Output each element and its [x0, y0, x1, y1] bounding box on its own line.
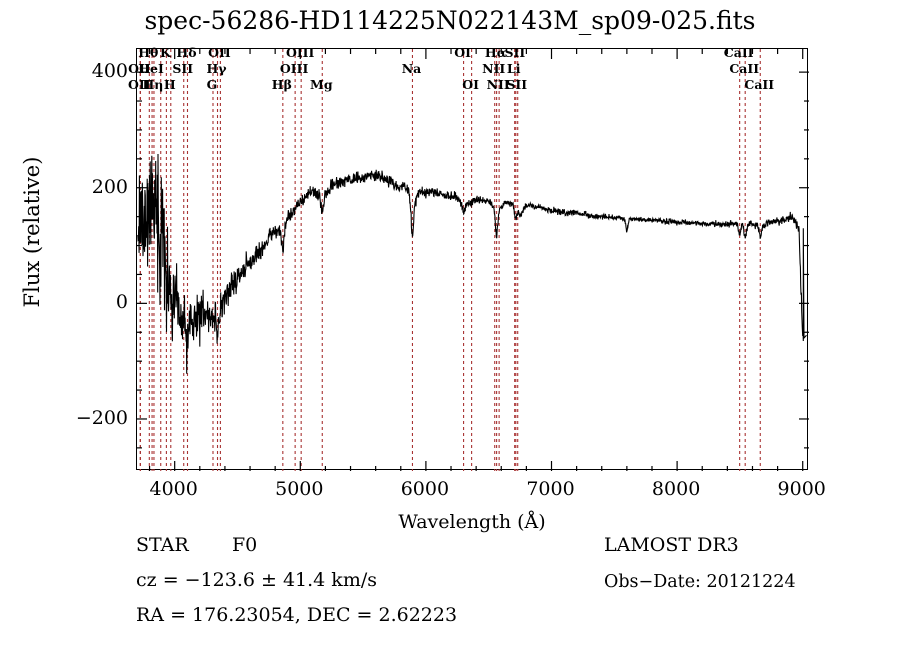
line-label-OII-3727: OII: [128, 61, 151, 76]
line-label-H-4861: Hβ: [271, 77, 292, 92]
line-label-SII-6716: SII: [504, 45, 526, 60]
line-label-OII-4364: OII: [208, 45, 231, 60]
line-label-OIII-4959: OIII: [279, 61, 309, 76]
plot-frame: [136, 48, 809, 471]
line-label-OI-6364: OI: [462, 77, 479, 92]
y-tick-label-400: 400: [91, 60, 128, 83]
spectral-line-markers: [139, 49, 761, 471]
line-label-OIII-5007: OIII: [285, 45, 315, 60]
line-label-Li-6707: Li: [506, 61, 521, 76]
line-label-Mg-5175: Mg: [309, 77, 333, 92]
line-label-H-3835: Hη: [142, 77, 164, 92]
line-label-H-4102: Hδ: [176, 45, 197, 60]
line-label-CaII-8542: CaII: [729, 61, 760, 76]
object-type-label: STAR: [136, 534, 189, 556]
line-label-H-4341: Hγ: [206, 61, 227, 76]
y-tick-label-200: 200: [91, 175, 128, 198]
spectrum-canvas: [137, 49, 809, 471]
line-label-H-6563: Hα: [484, 45, 507, 60]
x-axis-title: Wavelength (Å): [398, 511, 546, 533]
line-label-NII-6548: NII: [482, 61, 506, 76]
line-label-HeI-3820: HeI: [138, 61, 164, 76]
survey-label: LAMOST DR3: [604, 534, 739, 556]
line-label-OII-3726: OII: [127, 77, 151, 92]
spectral-class-label: F0: [232, 534, 258, 556]
obs-date-label: Obs−Date: 20121224: [604, 572, 796, 592]
line-label-SII-6731: SII: [506, 77, 528, 92]
x-tick-label-5000: 5000: [275, 478, 324, 500]
spectrum-trace: [137, 153, 807, 374]
page-title: spec-56286-HD114225N022143M_sp09-025.fit…: [144, 6, 756, 35]
redshift-velocity-label: cz = −123.6 ± 41.4 km/s: [136, 569, 377, 591]
line-label-G-4305: G: [206, 77, 218, 92]
y-axis-title: Flux (relative): [20, 156, 44, 308]
axis-ticks: [137, 49, 809, 471]
line-label-H-3798: Hθ: [138, 45, 159, 60]
line-label-CaII-8498: CaII: [723, 45, 754, 60]
y-tick-label-minus200: −200: [75, 406, 128, 429]
x-tick-label-7000: 7000: [526, 478, 575, 500]
line-label-OI-6300: OI: [454, 45, 471, 60]
y-tick-label-0: 0: [115, 291, 128, 314]
line-label-SII-4072: SII: [172, 61, 194, 76]
x-tick-label-6000: 6000: [400, 478, 450, 500]
line-label-NII-6583: NII: [486, 77, 510, 92]
x-tick-label-8000: 8000: [651, 478, 701, 500]
x-tick-label-4000: 4000: [149, 478, 198, 500]
line-label-CaII-8662: CaII: [744, 77, 775, 92]
line-label-H-3969: H: [163, 77, 176, 92]
x-tick-label-9000: 9000: [777, 478, 826, 500]
coordinates-label: RA = 176.23054, DEC = 2.62223: [136, 604, 458, 626]
line-label-K-3934: K: [159, 45, 171, 60]
line-label-Na-5893: Na: [401, 61, 422, 76]
